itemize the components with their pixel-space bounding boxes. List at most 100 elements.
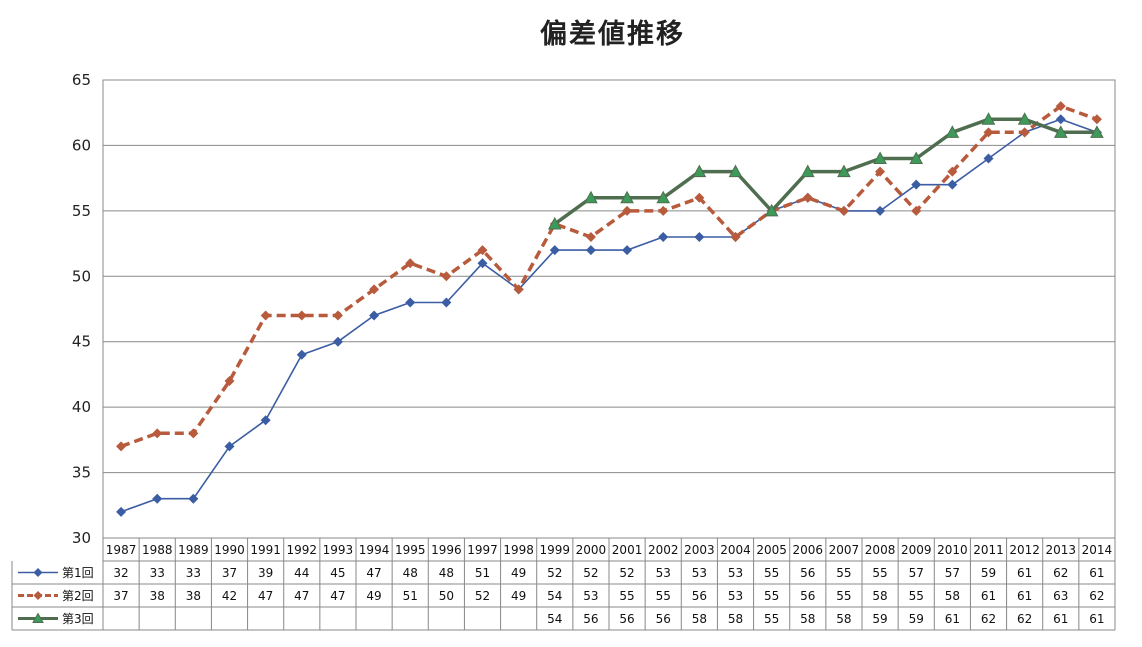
data-point bbox=[694, 232, 705, 243]
data-label: 58 bbox=[872, 589, 887, 603]
data-label: 61 bbox=[1017, 566, 1032, 580]
data-label: 42 bbox=[222, 589, 237, 603]
data-point bbox=[945, 125, 960, 138]
data-label: 47 bbox=[294, 589, 309, 603]
data-label: 39 bbox=[258, 566, 273, 580]
legend-marker bbox=[33, 591, 43, 600]
data-point bbox=[188, 428, 199, 439]
x-tick-label: 2012 bbox=[1009, 543, 1040, 557]
data-point bbox=[477, 258, 488, 269]
data-label: 53 bbox=[583, 589, 598, 603]
data-point bbox=[983, 153, 994, 164]
data-point bbox=[622, 245, 633, 256]
data-point bbox=[656, 190, 671, 204]
data-label: 52 bbox=[619, 566, 634, 580]
x-tick-label: 2004 bbox=[720, 543, 751, 557]
x-tick-label: 1998 bbox=[503, 543, 534, 557]
data-label: 52 bbox=[547, 566, 562, 580]
data-point bbox=[152, 428, 163, 439]
x-tick-label: 2014 bbox=[1082, 543, 1113, 557]
data-point bbox=[441, 271, 452, 282]
data-point bbox=[1091, 114, 1102, 125]
data-point bbox=[694, 192, 705, 203]
data-label: 37 bbox=[222, 566, 237, 580]
data-label: 45 bbox=[330, 566, 345, 580]
x-tick-label: 2002 bbox=[648, 543, 679, 557]
data-point bbox=[658, 205, 669, 216]
data-label: 62 bbox=[1053, 566, 1068, 580]
x-tick-label: 1989 bbox=[178, 543, 209, 557]
data-label: 56 bbox=[800, 589, 815, 603]
data-point bbox=[981, 112, 996, 125]
data-label: 48 bbox=[403, 566, 418, 580]
data-label: 55 bbox=[764, 566, 779, 580]
data-point bbox=[1017, 112, 1032, 125]
data-point bbox=[260, 310, 271, 321]
y-tick-label: 65 bbox=[72, 71, 91, 89]
data-point bbox=[260, 415, 271, 426]
data-label: 59 bbox=[981, 566, 996, 580]
legend-label: 第1回 bbox=[62, 566, 94, 580]
y-tick-label: 50 bbox=[72, 267, 91, 285]
x-tick-label: 2009 bbox=[901, 543, 932, 557]
data-label: 54 bbox=[547, 589, 562, 603]
data-label: 58 bbox=[945, 589, 960, 603]
legend-label: 第3回 bbox=[62, 612, 94, 626]
x-tick-label: 2000 bbox=[576, 543, 607, 557]
data-point bbox=[622, 205, 633, 216]
data-point bbox=[837, 164, 851, 178]
data-label: 51 bbox=[475, 566, 490, 580]
data-label: 56 bbox=[692, 589, 707, 603]
y-tick-label: 45 bbox=[72, 333, 91, 351]
data-label: 55 bbox=[656, 589, 671, 603]
data-label: 54 bbox=[547, 612, 562, 626]
data-label: 49 bbox=[511, 566, 526, 580]
data-point bbox=[369, 284, 380, 295]
data-point bbox=[116, 441, 127, 452]
data-label: 47 bbox=[366, 566, 381, 580]
series-line bbox=[120, 104, 1098, 449]
legend-marker bbox=[33, 568, 43, 577]
y-tick-label: 35 bbox=[72, 464, 91, 482]
data-label: 53 bbox=[728, 566, 743, 580]
data-label: 61 bbox=[981, 589, 996, 603]
data-point bbox=[116, 506, 127, 517]
data-label: 55 bbox=[909, 589, 924, 603]
x-tick-label: 1993 bbox=[323, 543, 354, 557]
data-label: 58 bbox=[728, 612, 743, 626]
data-point bbox=[549, 245, 560, 256]
data-point bbox=[909, 151, 924, 165]
data-label: 48 bbox=[439, 566, 454, 580]
data-label: 56 bbox=[583, 612, 598, 626]
x-tick-label: 2011 bbox=[973, 543, 1004, 557]
x-tick-label: 1991 bbox=[250, 543, 281, 557]
x-tick-label: 2001 bbox=[612, 543, 643, 557]
data-point bbox=[692, 164, 707, 178]
x-tick-label: 1994 bbox=[359, 543, 390, 557]
data-point bbox=[911, 179, 922, 190]
data-point bbox=[296, 349, 307, 360]
data-label: 61 bbox=[1089, 612, 1104, 626]
data-point bbox=[730, 232, 741, 243]
y-tick-label: 55 bbox=[72, 202, 91, 220]
data-label: 57 bbox=[945, 566, 960, 580]
data-label: 61 bbox=[1053, 612, 1068, 626]
x-tick-label: 2013 bbox=[1046, 543, 1077, 557]
data-point bbox=[1055, 101, 1066, 112]
grid-layer bbox=[102, 79, 1116, 539]
data-label: 38 bbox=[150, 589, 165, 603]
axis-layer: 30 35 40 45 50 55 60 65 bbox=[72, 71, 91, 547]
data-label: 33 bbox=[150, 566, 165, 580]
y-tick-label: 30 bbox=[72, 529, 91, 547]
data-label: 55 bbox=[836, 589, 851, 603]
data-label: 59 bbox=[909, 612, 924, 626]
x-tick-label: 1987 bbox=[106, 543, 137, 557]
series-line bbox=[553, 117, 1097, 226]
data-label: 58 bbox=[692, 612, 707, 626]
data-point bbox=[947, 179, 958, 190]
data-point bbox=[547, 216, 562, 230]
data-label: 61 bbox=[1017, 589, 1032, 603]
data-label: 38 bbox=[186, 589, 201, 603]
data-point bbox=[224, 375, 235, 386]
